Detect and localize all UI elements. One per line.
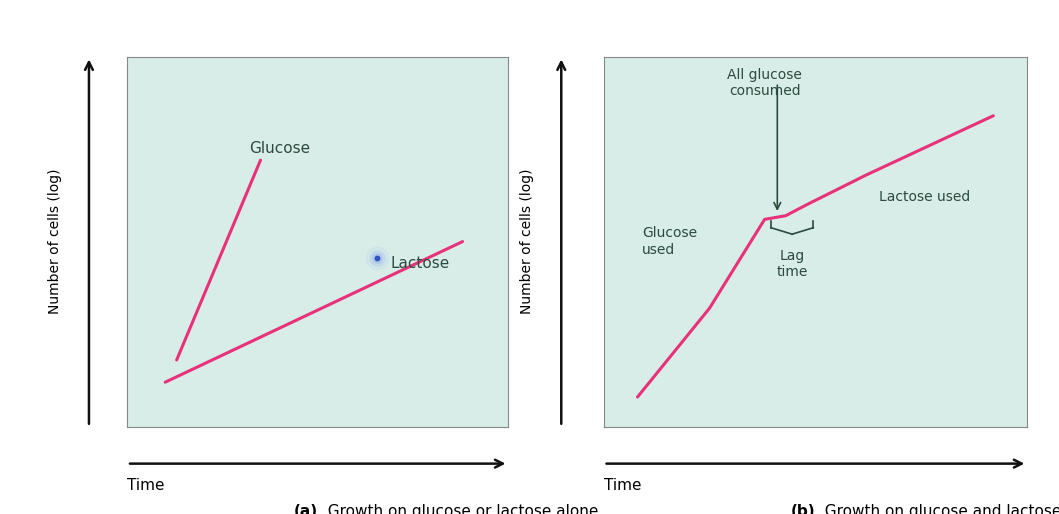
Text: All glucose
consumed: All glucose consumed <box>728 68 802 98</box>
Text: Growth on glucose or lactose alone: Growth on glucose or lactose alone <box>318 504 598 514</box>
Text: Lactose used: Lactose used <box>879 190 970 204</box>
Text: Lactose: Lactose <box>390 256 449 271</box>
Text: Time: Time <box>127 479 164 493</box>
Text: Glucose
used: Glucose used <box>642 227 697 256</box>
Text: Glucose: Glucose <box>249 141 310 156</box>
Text: Number of cells (log): Number of cells (log) <box>48 169 61 315</box>
Text: Lag
time: Lag time <box>776 249 808 279</box>
Text: Growth on glucose and lactose
       combined: Growth on glucose and lactose combined <box>815 504 1059 514</box>
Text: (b): (b) <box>791 504 815 514</box>
Text: Number of cells (log): Number of cells (log) <box>520 169 535 315</box>
Text: Time: Time <box>604 479 641 493</box>
Text: (a): (a) <box>293 504 318 514</box>
